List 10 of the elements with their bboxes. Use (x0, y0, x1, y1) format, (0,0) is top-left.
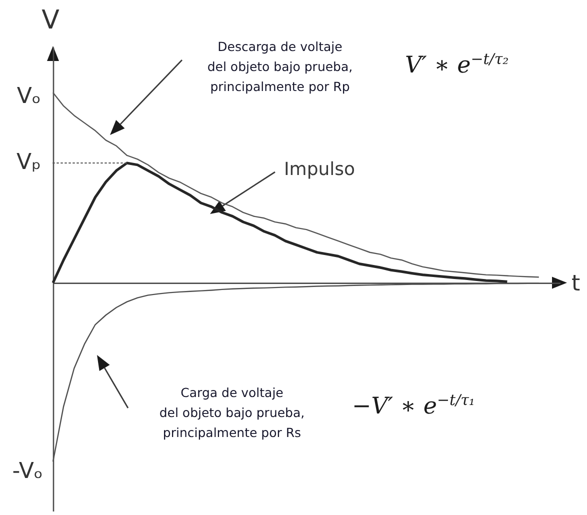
text: Vₚ (16, 150, 41, 176)
annotation: Descarga de voltaje del objeto bajo prueba, principalmente por Rp (206, 38, 354, 96)
x-axis-title: t (572, 271, 580, 296)
text: Vₒ (16, 84, 41, 110)
annotation: −V′ ∗ e$^{−t/τ₁}$ (352, 390, 475, 422)
text: V′ ∗ e$^{−t/τ₂}$ (405, 49, 509, 81)
text: -Vₒ (12, 459, 43, 485)
annotation: Impulso (284, 159, 356, 181)
annotation: Carga de voltaje del objeto bajo prueba, principalmente por Rs (158, 384, 306, 442)
y-axis-title: V (42, 6, 60, 36)
